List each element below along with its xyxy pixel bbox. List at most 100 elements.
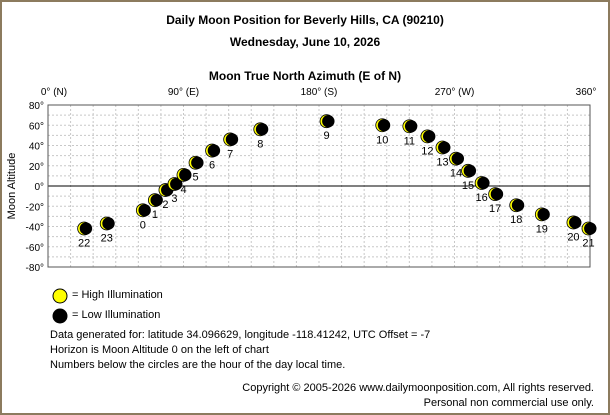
moon-point <box>188 155 204 170</box>
chart-title: Daily Moon Position for Beverly Hills, C… <box>166 13 444 27</box>
y-tick-label: -60° <box>26 243 44 254</box>
moon-dark-part <box>584 222 597 235</box>
usage-note: Personal non commercial use only. <box>423 397 594 409</box>
hour-label: 18 <box>510 214 522 226</box>
hour-label: 14 <box>450 168 462 180</box>
hour-label: 16 <box>475 192 487 204</box>
moon-dark-part <box>537 208 550 221</box>
y-tick-label: 20° <box>29 162 44 173</box>
legend-high-label: = High Illumination <box>72 289 163 301</box>
y-axis-label: Moon Altitude <box>6 153 18 220</box>
moon-point <box>566 215 582 230</box>
moon-outline <box>474 176 489 190</box>
hour-label: 0 <box>140 219 146 231</box>
moon-outline <box>135 203 150 218</box>
hour-label: 2 <box>162 199 168 211</box>
moon-dark-part <box>377 119 391 132</box>
hour-label: 5 <box>192 172 198 184</box>
hour-label: 15 <box>462 180 474 192</box>
moon-outline <box>167 177 182 191</box>
moon-outline <box>205 143 220 158</box>
y-tick-label: 60° <box>29 121 44 132</box>
moon-outline <box>566 215 581 230</box>
moon-point <box>402 119 418 134</box>
y-tick-label: 0° <box>34 182 44 193</box>
hour-label: 4 <box>180 184 186 196</box>
moon-dark-part <box>150 193 163 207</box>
moon-outline <box>223 132 238 147</box>
x-axis-title: Moon True North Azimuth (E of N) <box>208 69 402 83</box>
hour-label: 1 <box>152 209 158 221</box>
moon-outline <box>461 163 475 178</box>
hour-label: 12 <box>421 145 433 157</box>
moon-point <box>375 118 391 133</box>
moon-dark-part <box>225 133 239 146</box>
moon-dark-part <box>438 141 451 154</box>
moon-dark-part <box>79 222 93 235</box>
hour-label: 20 <box>567 231 579 243</box>
hour-label: 3 <box>171 193 177 205</box>
moon-outline <box>402 119 417 134</box>
moon-outline <box>420 129 435 144</box>
moon-dark-part <box>477 176 490 190</box>
moon-point <box>420 129 436 144</box>
legend-high-icon <box>52 288 68 304</box>
moon-point <box>176 167 192 182</box>
moon-point <box>147 193 163 208</box>
info-coordinates: Data generated for: latitude 34.096629, … <box>50 329 431 341</box>
moon-point <box>205 143 221 158</box>
moon-outline <box>488 187 503 202</box>
chart-date: Wednesday, June 10, 2026 <box>229 35 381 49</box>
hour-label: 17 <box>489 203 501 215</box>
moon-dark-part <box>255 123 269 136</box>
legend-icons <box>52 288 68 324</box>
x-tick-label: 0° (N) <box>41 87 67 98</box>
moon-outline <box>581 221 596 236</box>
moon-point <box>253 122 269 137</box>
x-tick-label: 90° (E) <box>168 87 199 98</box>
moon-dark-part <box>170 177 183 191</box>
moon-dark-part <box>404 120 418 133</box>
y-tick-label: -20° <box>26 202 44 213</box>
legend-low-icon <box>52 308 68 324</box>
moon-outline <box>188 155 203 170</box>
moon-outline <box>534 207 549 222</box>
moon-outline <box>176 167 191 182</box>
y-tick-label: 80° <box>29 101 44 112</box>
moon-dark-part <box>423 130 436 143</box>
moon-outline <box>435 140 450 155</box>
moon-point <box>474 176 490 190</box>
moon-dark-part <box>207 144 221 157</box>
moon-point <box>77 221 93 236</box>
moon-point <box>319 114 335 129</box>
hour-label: 21 <box>582 238 594 250</box>
moon-dark-part <box>138 204 151 217</box>
copyright-text: Copyright © 2005-2026 www.dailymoonposit… <box>242 382 594 394</box>
moon-dark-part <box>463 164 477 178</box>
moon-outline <box>77 221 92 236</box>
info-hours: Numbers below the circles are the hour o… <box>50 359 346 371</box>
moon-outline <box>99 216 114 231</box>
moon-outline <box>319 114 334 129</box>
y-tick-label: -40° <box>26 223 44 234</box>
hour-label: 11 <box>404 135 415 147</box>
hour-label: 23 <box>101 232 113 244</box>
hour-label: 13 <box>436 157 448 169</box>
moon-outline <box>449 151 463 166</box>
moon-dark-part <box>451 152 465 165</box>
hour-label: 9 <box>323 130 329 142</box>
hour-label: 7 <box>227 148 233 160</box>
x-tick-label: 180° (S) <box>301 87 338 98</box>
moon-point <box>534 207 550 222</box>
moon-point <box>435 140 451 155</box>
moon-outline <box>375 118 390 133</box>
moon-point <box>135 203 151 218</box>
moon-point <box>167 177 183 191</box>
hour-label: 8 <box>257 138 263 150</box>
hour-label: 19 <box>536 223 548 235</box>
y-tick-label: 40° <box>29 142 44 153</box>
x-tick-label: 360° <box>576 87 597 98</box>
